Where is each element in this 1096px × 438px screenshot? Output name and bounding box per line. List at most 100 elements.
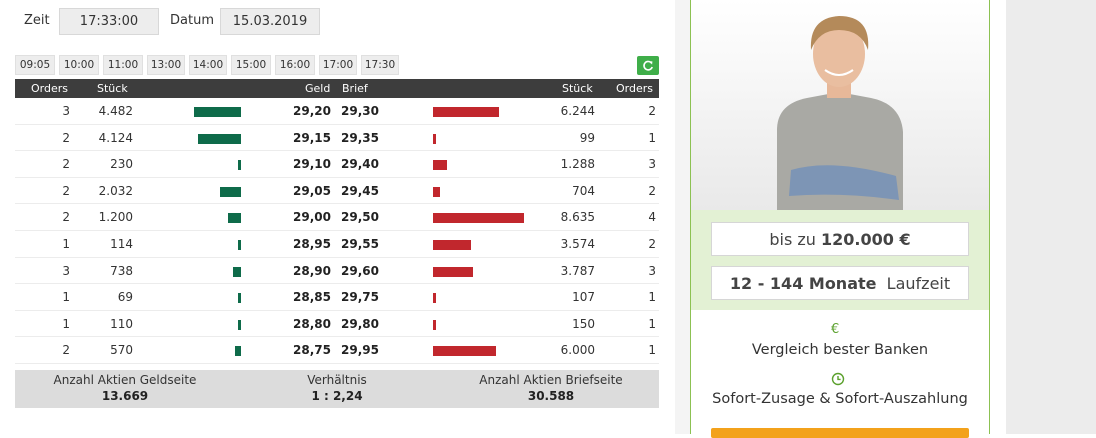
bid-price: 28,75 bbox=[293, 343, 331, 358]
time-buttons: 09:05 10:00 11:00 13:00 14:00 15:00 16:00 17:00… bbox=[15, 55, 399, 75]
clock-icon bbox=[831, 372, 845, 390]
ask-qty: 8.635 bbox=[560, 210, 595, 225]
bid-qty: 2.032 bbox=[98, 183, 133, 198]
ask-qty: 3.787 bbox=[560, 263, 595, 278]
ad-margin bbox=[990, 0, 1006, 434]
datum-input[interactable]: 15.03.2019 bbox=[220, 8, 320, 35]
time-button[interactable]: 13:00 bbox=[147, 55, 185, 75]
orderbook-row: 2 1.200 29,00 29,50 8.635 4 bbox=[15, 204, 659, 231]
bid-orders: 1 bbox=[62, 316, 70, 331]
ask-orders: 2 bbox=[648, 104, 656, 118]
ask-qty: 704 bbox=[572, 183, 595, 198]
zeit-label: Zeit bbox=[24, 13, 50, 28]
zeit-input[interactable]: 17:33:00 bbox=[59, 8, 159, 35]
bid-orders: 2 bbox=[62, 343, 70, 358]
ask-orders: 4 bbox=[648, 210, 656, 225]
ad-term-suffix: Laufzeit bbox=[886, 273, 951, 293]
header-ask-qty: Stück bbox=[562, 82, 593, 95]
euro-icon: € bbox=[831, 322, 840, 337]
bid-bar bbox=[238, 319, 241, 330]
datum-label: Datum bbox=[170, 13, 214, 28]
time-button[interactable]: 14:00 bbox=[189, 55, 227, 75]
bid-bar bbox=[238, 160, 241, 171]
header-bid-orders: Orders bbox=[31, 82, 68, 95]
bid-orders: 3 bbox=[62, 104, 70, 118]
summary-ratio-label: Verhältnis bbox=[307, 373, 367, 387]
ask-qty: 107 bbox=[572, 290, 595, 305]
orderbook-row: 2 4.124 29,15 29,35 99 1 bbox=[15, 125, 659, 152]
ask-bar bbox=[433, 293, 436, 304]
ask-qty: 3.574 bbox=[560, 237, 595, 251]
bid-orders: 3 bbox=[62, 263, 70, 278]
bid-qty: 1.200 bbox=[98, 210, 133, 225]
bid-price: 29,00 bbox=[293, 210, 331, 225]
time-button[interactable]: 09:05 bbox=[15, 55, 55, 75]
bid-orders: 2 bbox=[62, 183, 70, 198]
bid-qty: 570 bbox=[110, 343, 133, 358]
ask-price: 29,30 bbox=[341, 104, 379, 118]
ask-bar bbox=[433, 319, 436, 330]
ask-orders: 1 bbox=[648, 290, 656, 305]
bid-price: 29,10 bbox=[293, 157, 331, 172]
bid-price: 29,05 bbox=[293, 183, 331, 198]
ask-qty: 6.000 bbox=[560, 343, 595, 358]
orderbook-header: Orders Stück Geld Brief Stück Orders bbox=[15, 79, 659, 98]
ad-amount-box: bis zu 120.000 € bbox=[711, 222, 969, 256]
time-button[interactable]: 17:00 bbox=[319, 55, 357, 75]
summary-bid-label: Anzahl Aktien Geldseite bbox=[53, 373, 197, 387]
ask-price: 29,45 bbox=[341, 183, 379, 198]
bid-orders: 2 bbox=[62, 210, 70, 225]
ask-bar bbox=[433, 213, 524, 224]
time-button[interactable]: 11:00 bbox=[103, 55, 143, 75]
summary-bid-value: 13.669 bbox=[101, 389, 149, 403]
refresh-icon bbox=[643, 60, 653, 71]
summary-bar: Anzahl Aktien Geldseite 13.669 Verhältni… bbox=[15, 370, 659, 408]
ad-cta-button[interactable] bbox=[711, 428, 969, 438]
ask-orders: 3 bbox=[648, 157, 656, 172]
bid-orders: 2 bbox=[62, 130, 70, 145]
bid-bar bbox=[233, 266, 241, 277]
ask-price: 29,75 bbox=[341, 290, 379, 305]
ask-qty: 150 bbox=[572, 316, 595, 331]
ask-bar bbox=[433, 266, 473, 277]
summary-ratio: Verhältnis 1 : 2,24 bbox=[237, 373, 437, 403]
bid-bar bbox=[235, 346, 241, 357]
time-button[interactable]: 16:00 bbox=[275, 55, 315, 75]
ad-person-image bbox=[777, 16, 903, 210]
bid-price: 28,90 bbox=[293, 263, 331, 278]
ad-panel[interactable]: bis zu 120.000 € 12 - 144 Monate Laufzei… bbox=[690, 0, 990, 438]
bid-qty: 738 bbox=[110, 263, 133, 278]
summary-ask: Anzahl Aktien Briefseite 30.588 bbox=[451, 373, 651, 403]
orderbook-row: 2 570 28,75 29,95 6.000 1 bbox=[15, 337, 659, 364]
ask-orders: 1 bbox=[648, 130, 656, 145]
time-button[interactable]: 15:00 bbox=[231, 55, 271, 75]
bid-price: 29,20 bbox=[293, 104, 331, 118]
summary-ask-value: 30.588 bbox=[527, 389, 575, 403]
time-button[interactable]: 17:30 bbox=[361, 55, 399, 75]
ask-orders: 1 bbox=[648, 316, 656, 331]
bid-qty: 110 bbox=[110, 316, 133, 331]
ask-price: 29,40 bbox=[341, 157, 379, 172]
bid-qty: 230 bbox=[110, 157, 133, 172]
ad-term-box: 12 - 144 Monate Laufzeit bbox=[711, 266, 969, 300]
gutter bbox=[675, 0, 690, 434]
page-side-area bbox=[1006, 0, 1096, 434]
summary-ask-label: Anzahl Aktien Briefseite bbox=[479, 373, 623, 387]
ad-amount-prefix: bis zu bbox=[769, 229, 816, 249]
ask-price: 29,80 bbox=[341, 316, 379, 331]
ad-feature-1: Vergleich bester Banken bbox=[751, 342, 929, 358]
ad-amount-value: 120.000 € bbox=[821, 229, 911, 249]
header-bid-price: Geld bbox=[305, 82, 331, 95]
bid-qty: 4.482 bbox=[98, 104, 133, 118]
ask-qty: 1.288 bbox=[560, 157, 595, 172]
ask-orders: 3 bbox=[648, 263, 656, 278]
ad-term-range: 12 - 144 Monate bbox=[729, 273, 877, 293]
bid-bar bbox=[228, 213, 241, 224]
orderbook-row: 3 738 28,90 29,60 3.787 3 bbox=[15, 258, 659, 285]
refresh-button[interactable] bbox=[637, 56, 659, 75]
orderbook-panel: Zeit 17:33:00 Datum 15.03.2019 09:05 10:0… bbox=[15, 8, 659, 408]
bid-bar bbox=[220, 186, 241, 197]
orderbook-row: 3 4.482 29,20 29,30 6.244 2 bbox=[15, 98, 659, 125]
ask-bar bbox=[433, 133, 436, 144]
time-button[interactable]: 10:00 bbox=[59, 55, 99, 75]
